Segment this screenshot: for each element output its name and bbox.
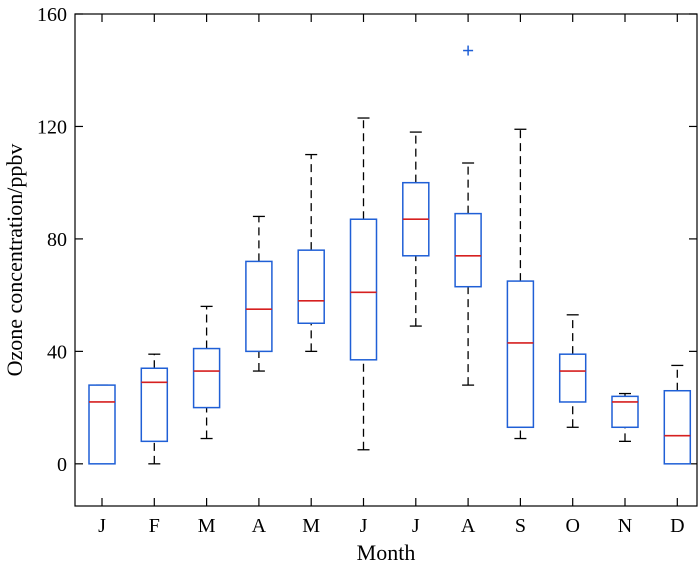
box-12 [663,364,692,465]
box-2 [140,353,169,465]
box-iqr [192,347,221,409]
y-tick-label: 0 [57,454,67,476]
x-axis-label: Month [357,540,416,565]
box-10 [558,314,587,428]
x-tick-label: J [412,515,420,537]
box-iqr [245,260,273,353]
box-8 [454,45,482,386]
box-iqr [506,280,535,429]
box-iqr [558,353,587,403]
box-3 [192,305,221,440]
plot-frame [74,13,698,507]
box-7 [402,131,430,327]
x-tick-label: O [565,515,579,537]
box-9 [506,128,535,440]
box-iqr [663,389,692,465]
box-iqr [88,384,116,465]
box-series [88,45,692,465]
x-tick-label: N [618,515,632,537]
x-tick-label: S [515,515,526,537]
box-1 [88,384,116,465]
y-axis-label: Ozone concentration/ppbv [2,144,27,377]
x-tick-label: D [670,515,684,537]
x-tick-label: J [360,515,368,537]
x-tick-label: A [461,515,476,537]
box-iqr [140,367,169,443]
box-iqr [611,395,639,429]
box-4 [245,215,273,372]
box-iqr [297,249,325,325]
box-6 [349,117,378,451]
box-11 [611,392,639,442]
y-axis: 0 40 80 120 160 [37,4,697,476]
y-tick-label: 160 [37,4,67,26]
x-tick-label: A [252,515,267,537]
box-iqr [454,212,482,288]
box-5 [297,153,325,353]
x-tick-label: F [149,515,160,537]
y-tick-label: 40 [47,341,67,363]
x-tick-label: J [98,515,106,537]
x-tick-label: M [302,515,320,537]
y-tick-label: 120 [37,116,67,138]
x-tick-label: M [198,515,216,537]
box-iqr [349,218,378,361]
y-tick-label: 80 [47,229,67,251]
